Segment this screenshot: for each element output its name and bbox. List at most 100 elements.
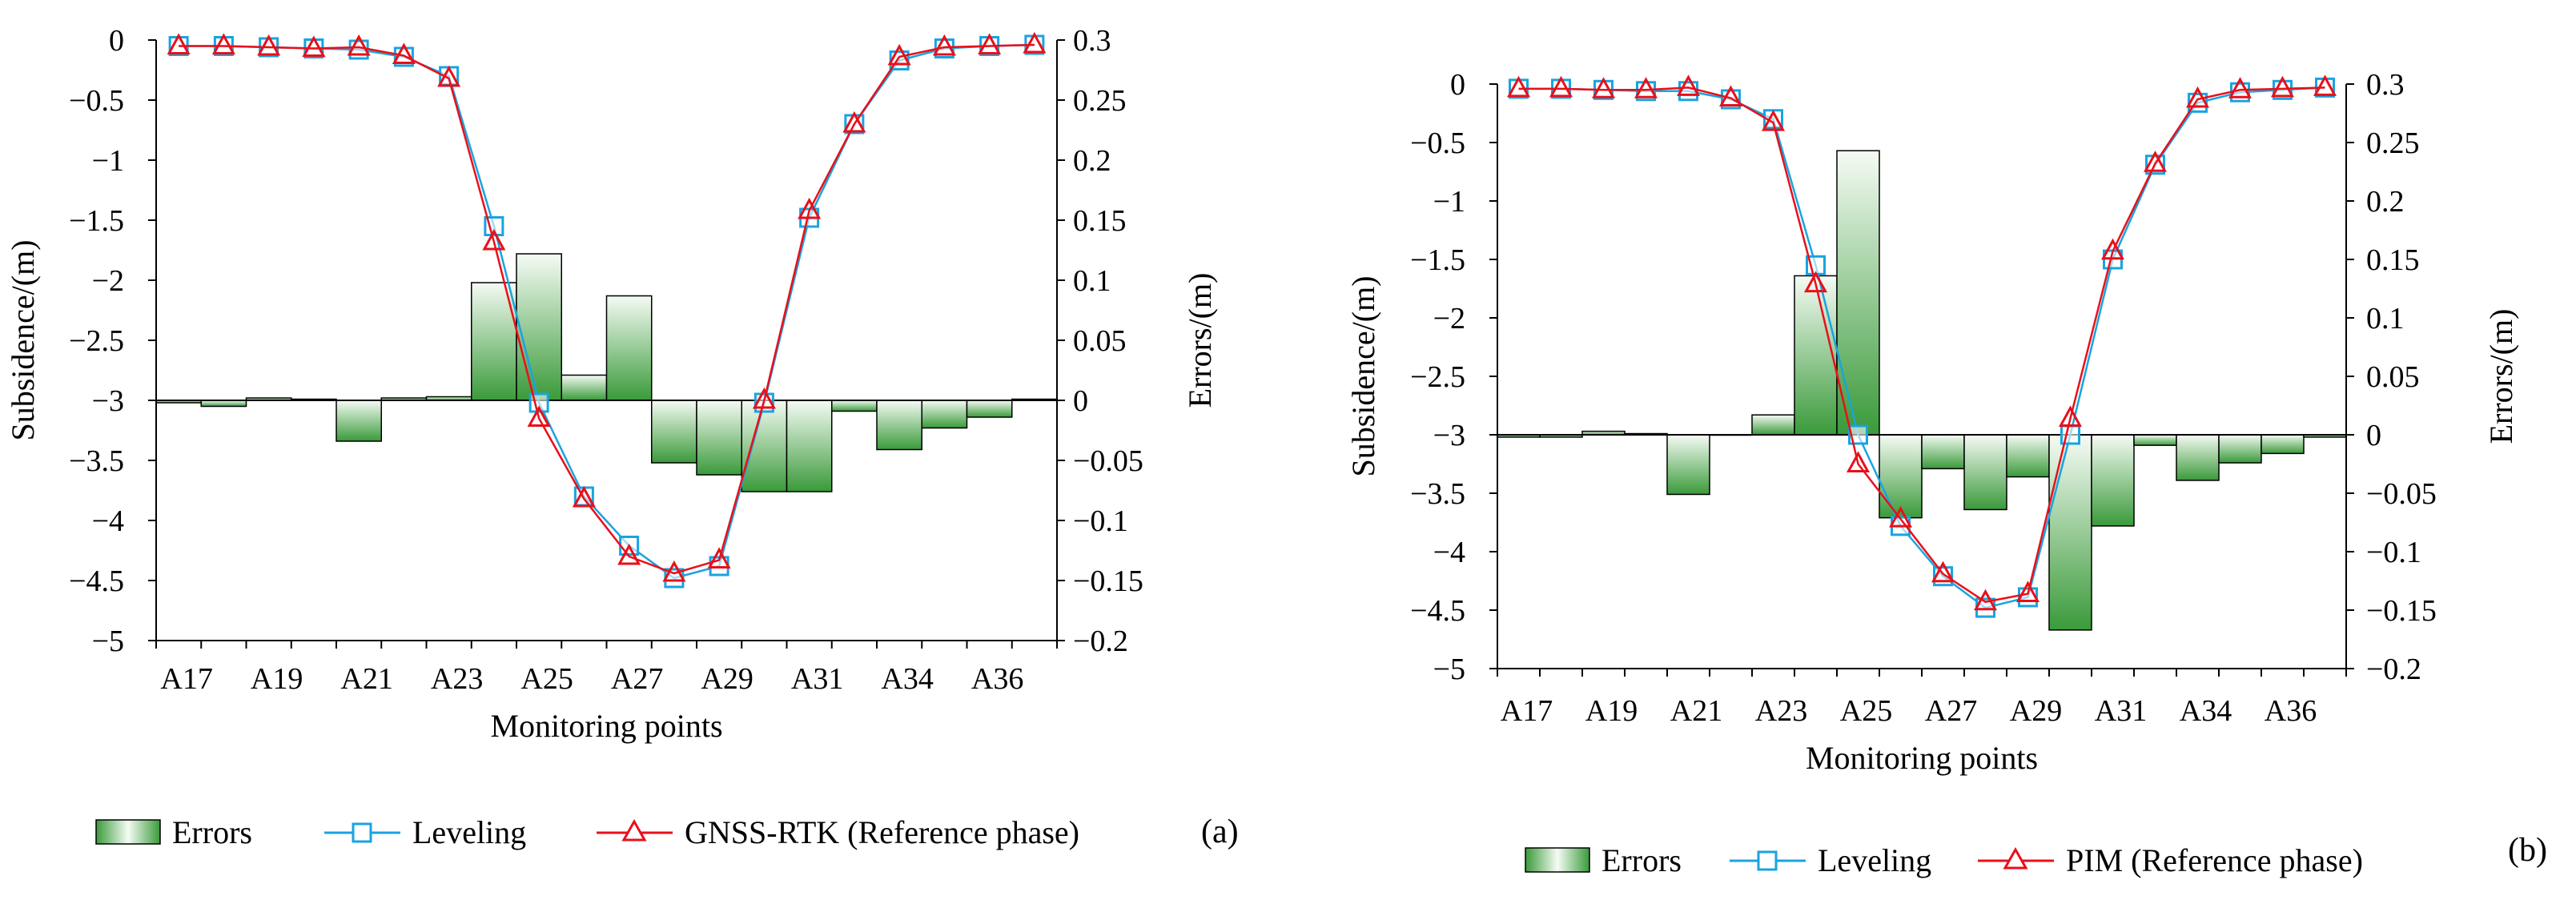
left-tick-label: −1 (1433, 185, 1465, 219)
x-tick-label: A27 (611, 662, 663, 696)
error-bar (831, 400, 878, 412)
error-bar (2006, 434, 2050, 478)
left-axis-title: Subsidence/(m) (1345, 275, 1381, 476)
left-tick-label: −5 (1433, 653, 1465, 686)
error-bar (2176, 434, 2220, 481)
left-tick-label: −2 (92, 264, 124, 298)
left-tick-label: −2.5 (1410, 360, 1465, 394)
error-bar (1794, 275, 1838, 436)
right-tick-label: −0.05 (2366, 477, 2437, 511)
right-axis-title: Errors/(m) (2483, 309, 2519, 444)
error-bar (876, 400, 922, 451)
reference-point (617, 543, 641, 565)
legend-leveling-marker (1757, 850, 1778, 871)
reference-point (1888, 505, 1913, 528)
reference-point (392, 42, 416, 64)
right-tick-label: 0.2 (1073, 144, 1111, 178)
reference-point (2270, 75, 2295, 98)
left-tick-label: −0.5 (69, 84, 124, 118)
legend-errors-label: Errors (1601, 842, 1682, 878)
panel-label: (a) (1201, 814, 1239, 850)
error-bar (1963, 434, 2007, 511)
right-tick-label: 0.3 (1073, 24, 1111, 58)
left-tick-label: −4 (92, 504, 124, 538)
reference-point (1846, 451, 1871, 472)
leveling-line (1518, 86, 2325, 609)
right-axis-title: Errors/(m) (1182, 273, 1218, 408)
error-bar (1921, 434, 1965, 470)
error-bar (336, 400, 382, 442)
reference-point (2313, 74, 2337, 96)
reference-line (1518, 86, 2325, 604)
reference-point (257, 34, 281, 56)
error-bar (1751, 414, 1795, 436)
reference-point (662, 560, 686, 582)
error-bar (2091, 434, 2135, 527)
reference-point (1506, 75, 1531, 98)
left-tick-label: −3 (92, 384, 124, 418)
left-tick-label: −1 (92, 144, 124, 178)
x-tick-label: A31 (2095, 694, 2147, 728)
legend: Errors Leveling PIM (Reference phase) (1525, 842, 2363, 878)
error-bar (696, 400, 742, 476)
error-bar (2218, 434, 2262, 464)
leveling-point (1848, 424, 1868, 445)
left-tick-label: −4 (1433, 536, 1465, 569)
reference-point (2058, 405, 2083, 428)
right-tick-label: −0.2 (2366, 653, 2421, 686)
chart-panel-1: 0 −0.5 −1 −1.5 −2 −2.5 −3 −3.5 −4 −4.5 −5 0.3 0.25 0.… (5, 24, 1239, 850)
x-axis-title: Monitoring points (490, 708, 722, 744)
right-tick-label: −0.1 (1073, 504, 1128, 538)
error-bar (966, 400, 1013, 418)
x-tick-label: A17 (160, 662, 212, 696)
x-tick-label: A27 (1925, 694, 1977, 728)
reference-point (482, 228, 506, 251)
error-bar (2133, 434, 2177, 446)
legend-reference-marker (2003, 846, 2028, 870)
x-tick-label: A29 (701, 662, 753, 696)
left-tick-label: −5 (92, 625, 124, 658)
left-tick-label: −4.5 (69, 564, 124, 598)
right-tick-label: −0.2 (1073, 625, 1128, 658)
x-tick-label: A34 (881, 662, 933, 696)
right-tick-label: 0.1 (1073, 264, 1111, 298)
x-tick-label: A17 (1501, 694, 1553, 728)
x-tick-label: A21 (1670, 694, 1722, 728)
error-bar (2261, 434, 2305, 455)
right-tick-label: 0.3 (2366, 68, 2405, 102)
x-tick-label: A19 (251, 662, 303, 696)
reference-point (2143, 151, 2168, 172)
reference-point (527, 405, 551, 427)
panel-label: (b) (2508, 832, 2547, 869)
right-tick-label: 0.05 (1073, 324, 1127, 358)
reference-point (932, 34, 956, 56)
error-bar (1879, 434, 1923, 519)
left-tick-label: −4.5 (1410, 594, 1465, 628)
right-tick-label: 0.15 (1073, 204, 1127, 238)
right-tick-label: −0.15 (1073, 564, 1143, 598)
right-tick-label: 0.25 (2366, 127, 2420, 160)
reference-point (1803, 271, 1828, 293)
reference-point (1023, 31, 1047, 54)
legend-errors-swatch (1525, 847, 1590, 873)
reference-point (798, 197, 822, 219)
right-tick-label: 0.1 (2366, 302, 2405, 335)
reference-point (752, 387, 776, 409)
reference-point (842, 110, 866, 133)
right-tick-label: 0.05 (2366, 360, 2420, 394)
error-bar (651, 400, 697, 464)
error-bar (786, 400, 833, 492)
legend-errors-swatch (95, 819, 161, 845)
reference-point (1718, 85, 1743, 107)
legend-errors-label: Errors (172, 814, 252, 850)
reference-point (347, 34, 371, 56)
left-tick-label: 0 (1450, 68, 1465, 102)
reference-point (2228, 77, 2252, 98)
reference-point (437, 65, 461, 87)
leveling-point (1678, 81, 1698, 102)
error-bar (561, 374, 608, 401)
right-tick-label: 0.2 (2366, 185, 2405, 219)
leveling-point (484, 216, 504, 236)
left-tick-label: −0.5 (1410, 127, 1465, 160)
